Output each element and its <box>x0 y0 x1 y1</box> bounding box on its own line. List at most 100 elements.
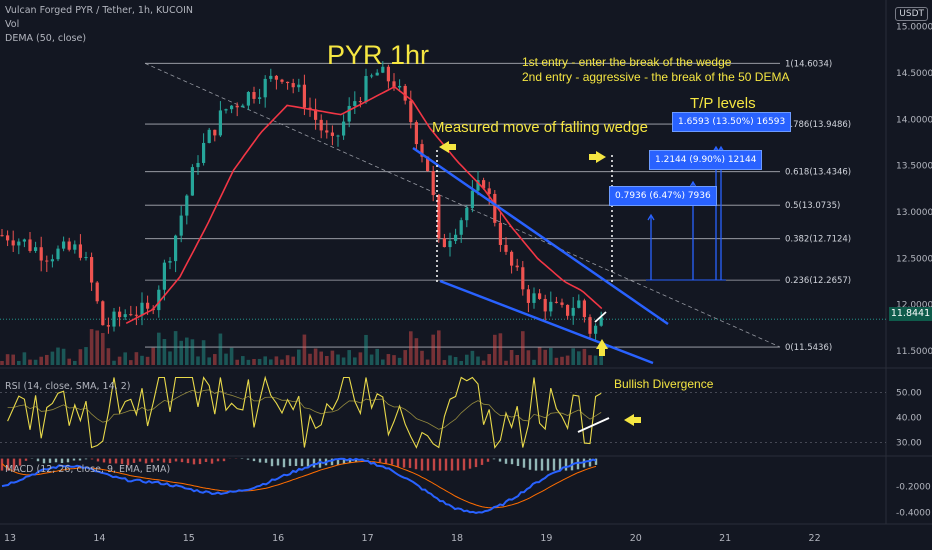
macd-signal-line <box>1 460 597 509</box>
current-price-tag: 11.8441 <box>889 307 932 321</box>
candle-body <box>185 195 189 216</box>
volume-bar <box>45 354 49 365</box>
macd-histogram-bar <box>480 458 484 465</box>
candle-body <box>347 105 351 122</box>
macd-histogram-bar <box>432 458 436 471</box>
candle-body <box>17 241 21 246</box>
symbol-legend: Vulcan Forged PYR / Tether, 1h, KUCOIN <box>5 5 193 16</box>
candle-body <box>112 311 116 327</box>
macd-histogram-bar <box>216 458 220 462</box>
volume-bar <box>201 340 206 365</box>
candle-body <box>291 83 295 88</box>
candle-body <box>543 298 547 312</box>
volume-bar <box>437 330 441 365</box>
candle-body <box>252 92 256 99</box>
candle-body <box>549 301 553 312</box>
rsi-sma-line <box>7 389 602 430</box>
time-tick-label: 18 <box>451 533 463 544</box>
volume-bar <box>213 354 217 365</box>
macd-histogram-bar <box>546 458 550 471</box>
macd-histogram-bar <box>198 458 202 465</box>
tp-box-2[interactable]: 1.2144 (9.90%) 12144 <box>649 150 763 170</box>
macd-histogram-bar <box>270 458 274 467</box>
fib-level-label: 0.786(13.9486) <box>785 120 851 130</box>
candle-body <box>224 109 228 111</box>
volume-bar <box>50 351 55 365</box>
fib-level-label: 0(11.5436) <box>785 343 832 353</box>
macd-histogram-bar <box>144 458 148 464</box>
volume-bar <box>409 331 413 365</box>
candle-body <box>314 109 318 120</box>
volume-bar <box>459 360 463 365</box>
price-tick-label: 15.0000 <box>896 23 932 33</box>
candle-body <box>538 293 542 299</box>
macd-histogram-bar <box>114 458 118 464</box>
volume-bar <box>448 355 452 365</box>
tp-box-3[interactable]: 0.7936 (6.47%) 7936 <box>609 186 717 206</box>
macd-histogram-bar <box>468 458 472 469</box>
macd-histogram-bar <box>594 458 598 465</box>
candle-body <box>246 92 250 106</box>
volume-bar <box>218 333 223 365</box>
candle-body <box>123 314 127 318</box>
macd-histogram-bar <box>120 458 124 464</box>
macd-histogram-bar <box>384 458 388 464</box>
macd-histogram-bar <box>366 458 370 460</box>
candle-body <box>403 85 407 101</box>
candle-body <box>146 302 150 309</box>
volume-bar <box>330 350 335 365</box>
volume-bar <box>246 359 251 365</box>
volume-bar <box>235 359 239 365</box>
candle-body <box>45 260 49 262</box>
macd-histogram-bar <box>102 458 106 463</box>
volume-bar <box>39 356 43 365</box>
candle-body <box>442 238 446 248</box>
candle-body <box>510 251 514 266</box>
candle-body <box>577 300 581 308</box>
macd-histogram-bar <box>18 458 22 466</box>
currency-button[interactable]: USDT <box>895 7 928 21</box>
candle-body <box>34 247 38 251</box>
volume-bar <box>185 337 189 365</box>
volume-bar <box>241 356 245 365</box>
macd-histogram-bar <box>264 458 268 463</box>
volume-bar <box>364 334 368 365</box>
tp-box-1[interactable]: 1.6593 (13.50%) 16593 <box>672 112 792 132</box>
volume-bar <box>101 333 105 365</box>
volume-bar <box>61 348 66 365</box>
candle-body <box>196 162 200 168</box>
time-tick-label: 21 <box>719 533 731 544</box>
candle-body <box>140 302 144 316</box>
rsi-line <box>7 375 602 449</box>
candle-body <box>95 282 99 302</box>
macd-histogram-bar <box>222 458 226 462</box>
macd-histogram-bar <box>78 458 82 461</box>
candle-body <box>594 325 598 334</box>
volume-bar <box>521 331 525 365</box>
candle-body <box>235 105 239 108</box>
candle-body <box>56 248 60 260</box>
volume-bar <box>543 349 547 365</box>
macd-legend: MACD (12, 26, close, 9, EMA, EMA) <box>5 464 171 475</box>
candle-body <box>582 300 586 318</box>
volume-bar <box>207 357 211 365</box>
candle-body <box>482 180 486 189</box>
volume-bar <box>145 356 150 365</box>
rsi-tick-label: 30.00 <box>896 439 922 449</box>
volume-bar <box>22 352 27 365</box>
volume-bar <box>106 348 111 365</box>
volume-bar <box>403 350 407 365</box>
macd-histogram-bar <box>48 458 52 463</box>
time-tick-label: 20 <box>630 533 642 544</box>
volume-bar <box>67 358 71 365</box>
fib-level-label: 0.618(13.4346) <box>785 168 851 178</box>
candle-body <box>62 241 66 249</box>
macd-histogram-bar <box>462 458 466 471</box>
macd-histogram-bar <box>456 458 460 471</box>
macd-histogram-bar <box>354 458 358 463</box>
candle-body <box>470 190 474 208</box>
macd-histogram-bar <box>306 458 310 467</box>
volume-bar <box>325 355 329 365</box>
volume-bar <box>397 357 402 365</box>
